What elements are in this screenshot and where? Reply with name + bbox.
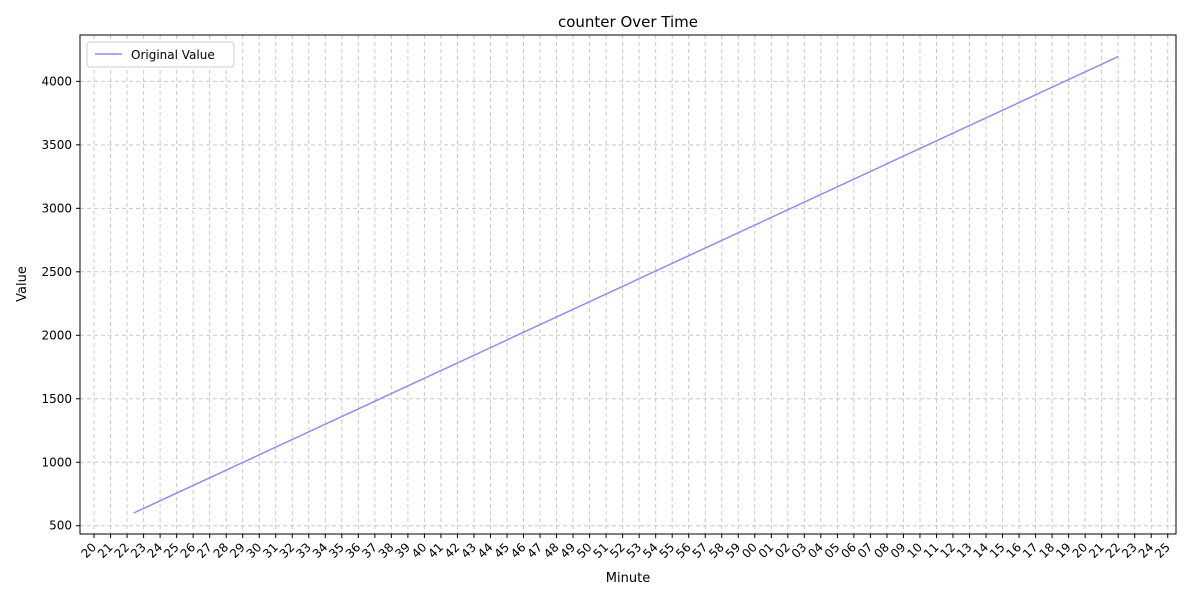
- y-tick-label: 1000: [41, 455, 72, 469]
- y-axis-label: Value: [15, 266, 30, 302]
- chart-title: counter Over Time: [558, 13, 698, 31]
- grid: [80, 35, 1176, 534]
- y-axis: 500 1000 1500 2000 2500 3000 3500 4000: [41, 74, 80, 533]
- legend-box: [86, 41, 235, 68]
- plot-frame: [79, 34, 1177, 535]
- x-axis-label: Minute: [606, 571, 650, 586]
- y-tick-label: 1500: [41, 392, 72, 406]
- series-layer: [133, 55, 1119, 514]
- y-tick-label: 3000: [41, 201, 72, 215]
- y-tick-label: 3500: [41, 138, 72, 152]
- legend-label-original-value: Original Value: [131, 48, 215, 62]
- y-tick-label: 2500: [41, 265, 72, 279]
- y-tick-label: 500: [49, 519, 72, 533]
- y-tick-label: 2000: [41, 328, 72, 342]
- series-line-original-value: [133, 55, 1119, 514]
- legend: Original Value: [86, 41, 235, 68]
- y-tick-label: 4000: [41, 74, 72, 88]
